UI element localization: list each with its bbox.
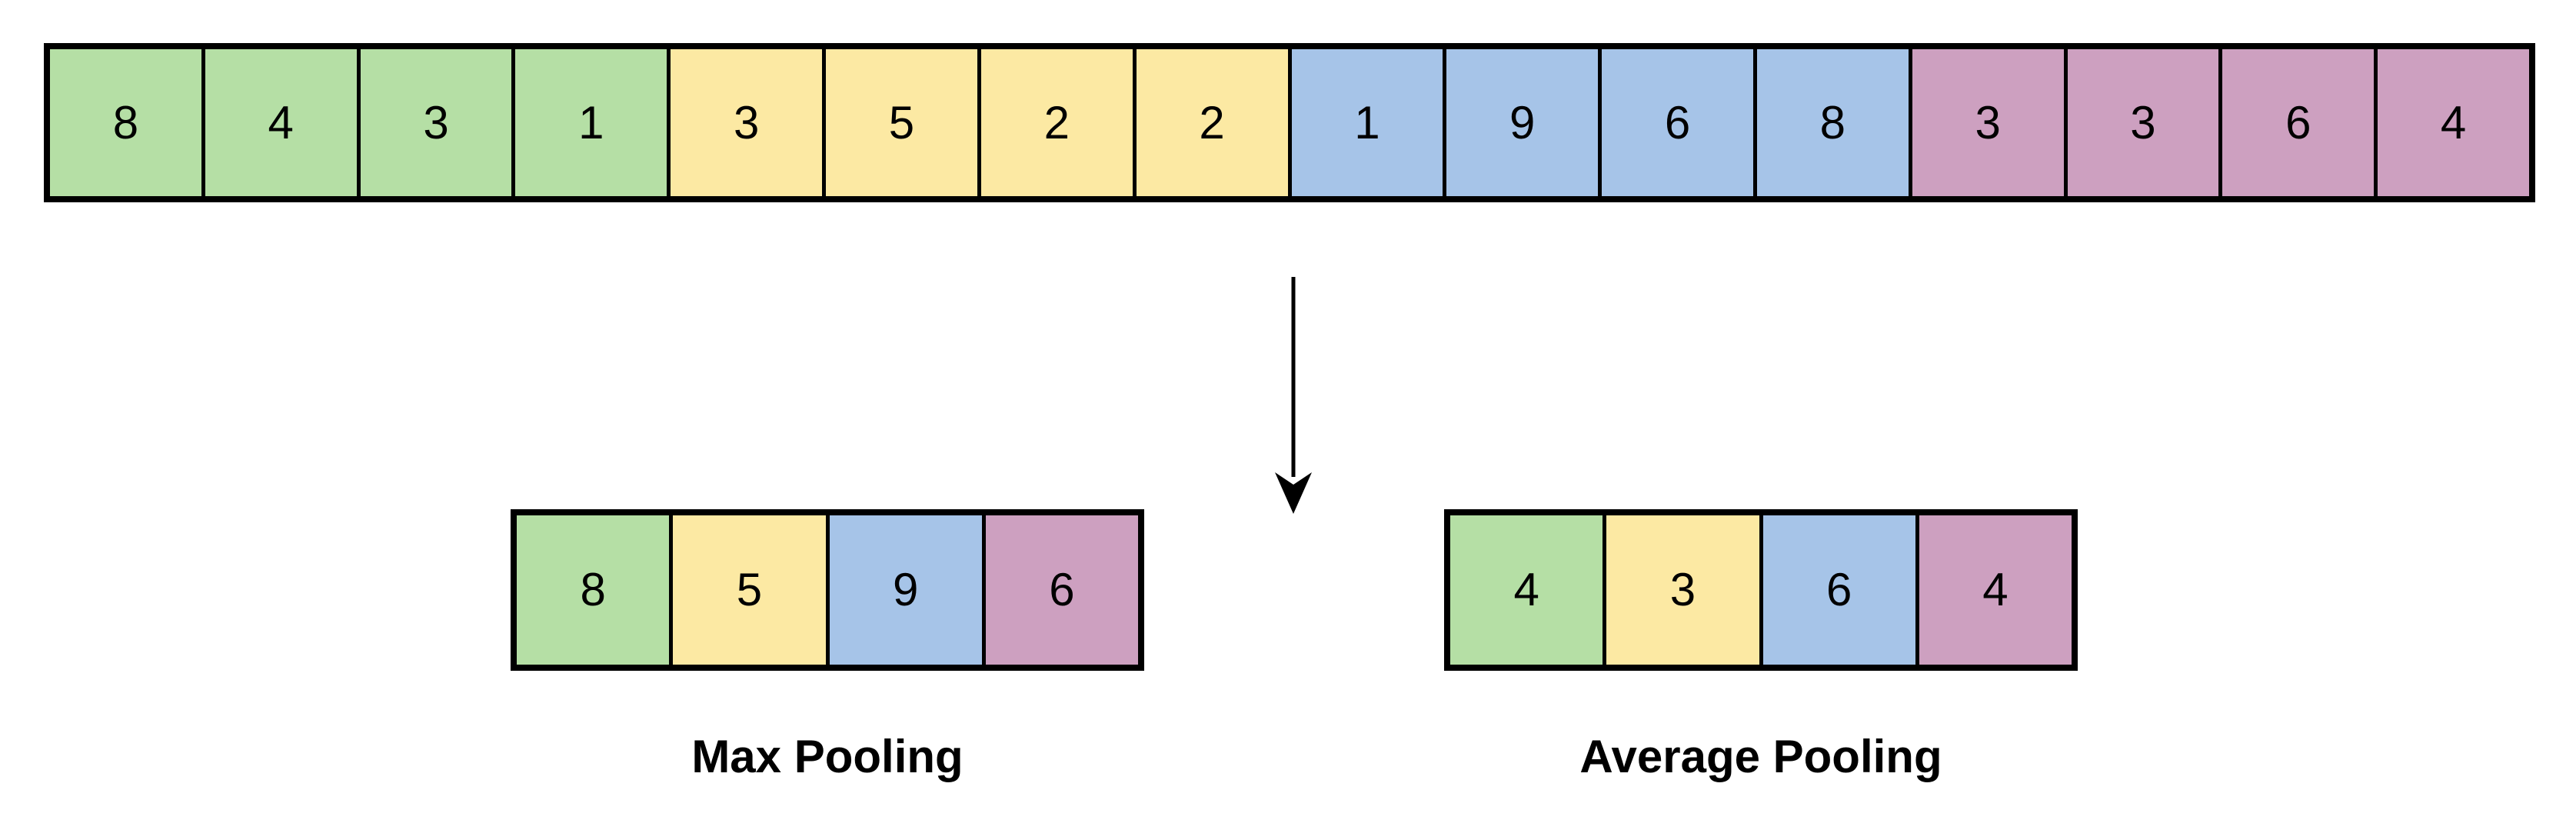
input-cell: 9 <box>1443 49 1599 196</box>
input-cell: 8 <box>1752 49 1909 196</box>
input-cell: 4 <box>2374 49 2529 196</box>
input-cell: 3 <box>1908 49 2064 196</box>
average-pooling-array: 4 3 6 4 <box>1444 509 2078 671</box>
input-cell: 6 <box>2218 49 2375 196</box>
average-pooling-label: Average Pooling <box>1579 731 1942 782</box>
average-pooling-cell: 4 <box>1915 515 2072 665</box>
max-pooling-cell: 9 <box>825 515 982 665</box>
input-array: 8 4 3 1 3 5 2 2 1 9 6 8 3 3 6 4 <box>44 43 2535 202</box>
input-cell: 2 <box>977 49 1133 196</box>
max-pooling-cell: 8 <box>517 515 670 665</box>
input-cell: 1 <box>511 49 667 196</box>
average-pooling-cell: 3 <box>1603 515 1759 665</box>
input-cell: 3 <box>356 49 512 196</box>
input-cell: 5 <box>822 49 977 196</box>
input-cell: 3 <box>2063 49 2219 196</box>
input-cell: 6 <box>1598 49 1753 196</box>
max-pooling-cell: 6 <box>981 515 1138 665</box>
down-arrow-icon <box>1275 277 1312 514</box>
input-cell: 3 <box>667 49 823 196</box>
input-cell: 4 <box>201 49 357 196</box>
input-cell: 2 <box>1132 49 1288 196</box>
input-cell: 1 <box>1287 49 1443 196</box>
input-cell: 8 <box>50 49 201 196</box>
max-pooling-array: 8 5 9 6 <box>511 509 1144 671</box>
average-pooling-cell: 4 <box>1450 515 1603 665</box>
max-pooling-cell: 5 <box>669 515 826 665</box>
average-pooling-cell: 6 <box>1759 515 1915 665</box>
max-pooling-label: Max Pooling <box>691 731 964 782</box>
